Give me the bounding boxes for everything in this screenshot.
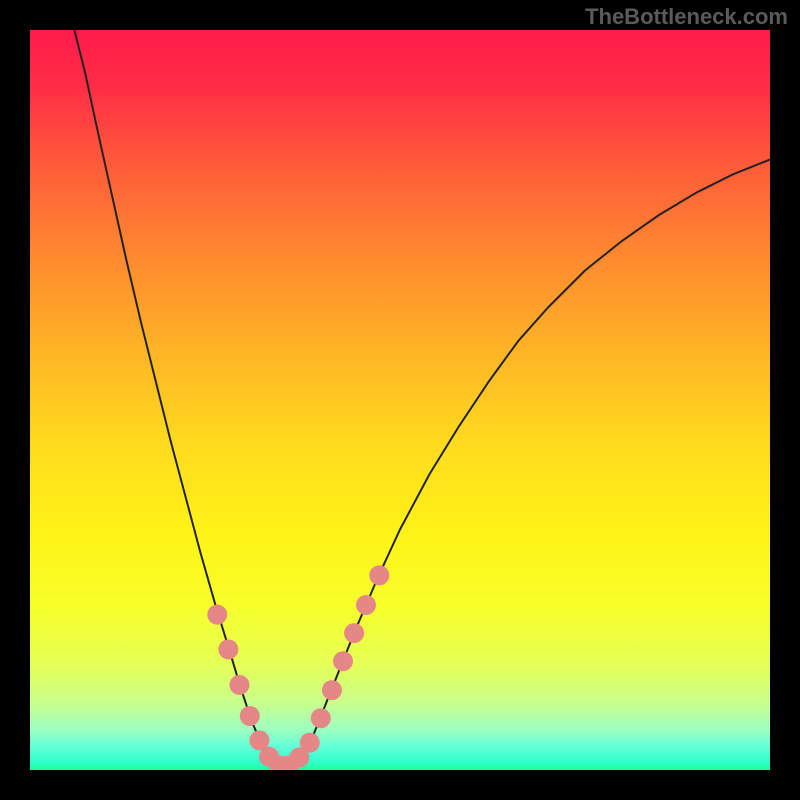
data-marker <box>322 680 342 700</box>
data-marker <box>300 733 320 753</box>
data-marker <box>229 675 249 695</box>
watermark-text: TheBottleneck.com <box>585 4 788 30</box>
bottleneck-curve-chart <box>30 30 770 770</box>
data-marker <box>218 639 238 659</box>
data-marker <box>369 565 389 585</box>
data-marker <box>333 651 353 671</box>
gradient-background <box>30 30 770 770</box>
data-marker <box>344 623 364 643</box>
data-marker <box>311 708 331 728</box>
data-marker <box>207 605 227 625</box>
data-marker <box>240 706 260 726</box>
chart-plot-area <box>30 30 770 770</box>
data-marker <box>356 595 376 615</box>
